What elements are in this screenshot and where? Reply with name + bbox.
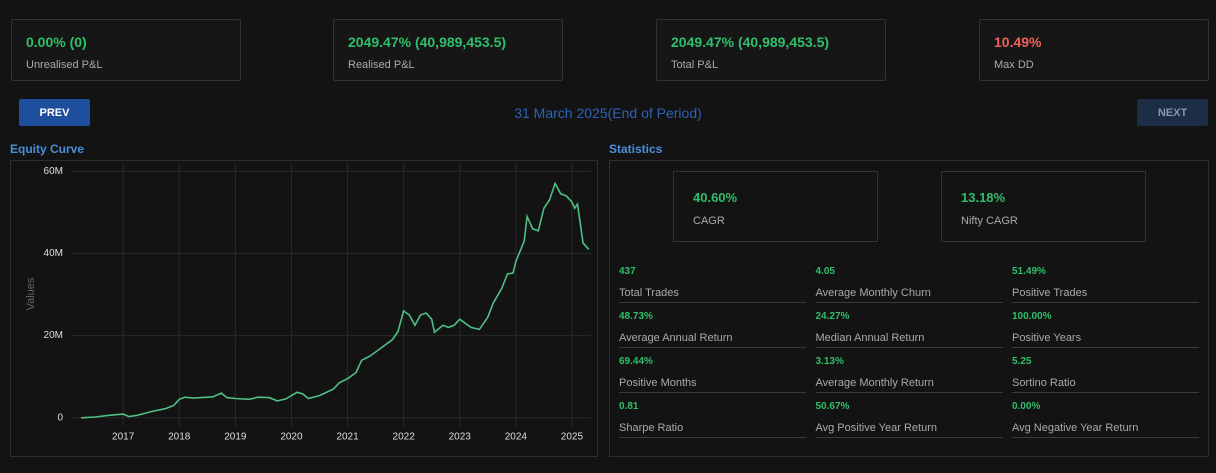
stat-card-label: Nifty CAGR xyxy=(961,215,1018,227)
stat-value: 69.44% xyxy=(619,356,653,367)
stat-card-value: 13.18% xyxy=(961,190,1006,205)
stat-item: 50.67% Avg Positive Year Return xyxy=(815,401,1003,438)
stats-title: Statistics xyxy=(609,142,663,156)
stat-item: 48.73% Average Annual Return xyxy=(619,311,806,348)
y-tick-label: 40M xyxy=(44,248,63,259)
card-value: 2049.47% (40,989,453.5) xyxy=(348,34,507,50)
chart-box: 0 20M 40M 60M 2017 2018 2019 2020 2021 2022 2023 20… xyxy=(10,160,598,457)
card-value: 2049.47% (40,989,453.5) xyxy=(671,34,830,50)
stat-label: Positive Months xyxy=(619,377,697,389)
x-tick-label: 2022 xyxy=(393,432,416,443)
stat-label: Average Monthly Return xyxy=(815,377,934,389)
stat-label: Average Monthly Churn xyxy=(815,287,931,299)
summary-card: 0.00% (0) Unrealised P&L xyxy=(11,19,241,81)
stat-card-value: 40.60% xyxy=(693,190,738,205)
stat-label: Sortino Ratio xyxy=(1012,377,1076,389)
x-tick-label: 2018 xyxy=(168,432,191,443)
card-value: 0.00% (0) xyxy=(26,34,87,50)
stat-value: 51.49% xyxy=(1012,266,1046,277)
next-button[interactable]: NEXT xyxy=(1137,99,1208,126)
stat-label: Sharpe Ratio xyxy=(619,422,684,434)
card-label: Total P&L xyxy=(671,59,719,71)
stat-item: 5.25 Sortino Ratio xyxy=(1012,356,1199,393)
stat-item: 0.81 Sharpe Ratio xyxy=(619,401,806,438)
stat-item: 100.00% Positive Years xyxy=(1012,311,1199,348)
y-tick-label: 20M xyxy=(44,330,63,341)
stat-label: Positive Years xyxy=(1012,332,1082,344)
stat-item: 437 Total Trades xyxy=(619,266,806,303)
stat-value: 4.05 xyxy=(815,266,835,277)
y-tick-label: 0 xyxy=(57,412,63,423)
x-tick-label: 2019 xyxy=(224,432,247,443)
stat-value: 3.13% xyxy=(815,356,844,367)
x-tick-label: 2021 xyxy=(336,432,359,443)
x-tick-label: 2020 xyxy=(280,432,303,443)
stat-item: 69.44% Positive Months xyxy=(619,356,806,393)
stat-item: 0.00% Avg Negative Year Return xyxy=(1012,401,1199,438)
stat-item: 4.05 Average Monthly Churn xyxy=(815,266,1003,303)
summary-card: 2049.47% (40,989,453.5) Total P&L xyxy=(656,19,886,81)
stat-label: Avg Negative Year Return xyxy=(1012,422,1139,434)
stats-box: 40.60% CAGR 13.18% Nifty CAGR 437 Total Trade… xyxy=(609,160,1209,457)
y-axis-label: Values xyxy=(25,277,37,310)
stat-card: 13.18% Nifty CAGR xyxy=(941,171,1146,242)
stat-label: Average Annual Return xyxy=(619,332,733,344)
stat-value: 5.25 xyxy=(1012,356,1032,367)
stat-item: 3.13% Average Monthly Return xyxy=(815,356,1003,393)
stat-label: Avg Positive Year Return xyxy=(815,422,937,434)
stat-value: 50.67% xyxy=(815,401,850,412)
summary-card: 10.49% Max DD xyxy=(979,19,1209,81)
x-tick-label: 2024 xyxy=(505,432,528,443)
stat-label: Total Trades xyxy=(619,287,679,299)
stat-value: 48.73% xyxy=(619,311,653,322)
stat-item: 24.27% Median Annual Return xyxy=(815,311,1003,348)
y-tick-label: 60M xyxy=(44,166,63,177)
card-value: 10.49% xyxy=(994,34,1042,50)
period-label: 31 March 2025(End of Period) xyxy=(514,105,702,121)
card-label: Unrealised P&L xyxy=(26,59,103,71)
equity-line xyxy=(81,181,590,419)
stat-label: Positive Trades xyxy=(1012,287,1088,299)
stat-value: 100.00% xyxy=(1012,311,1052,322)
card-label: Realised P&L xyxy=(348,59,415,71)
stat-value: 24.27% xyxy=(815,311,850,322)
x-tick-label: 2025 xyxy=(561,432,584,443)
summary-card: 2049.47% (40,989,453.5) Realised P&L xyxy=(333,19,563,81)
stat-value: 437 xyxy=(619,266,636,277)
stat-label: Median Annual Return xyxy=(815,332,925,344)
stat-item: 51.49% Positive Trades xyxy=(1012,266,1199,303)
chart-title: Equity Curve xyxy=(10,142,85,156)
stat-card: 40.60% CAGR xyxy=(673,171,878,242)
stat-value: 0.81 xyxy=(619,401,639,412)
x-tick-label: 2017 xyxy=(112,432,135,443)
stat-card-label: CAGR xyxy=(693,215,725,227)
stat-value: 0.00% xyxy=(1012,401,1041,412)
x-tick-label: 2023 xyxy=(449,432,472,443)
prev-button[interactable]: PREV xyxy=(19,99,90,126)
card-label: Max DD xyxy=(994,59,1034,71)
chart: 0 20M 40M 60M 2017 2018 2019 2020 2021 2022 2023 20… xyxy=(25,163,591,443)
